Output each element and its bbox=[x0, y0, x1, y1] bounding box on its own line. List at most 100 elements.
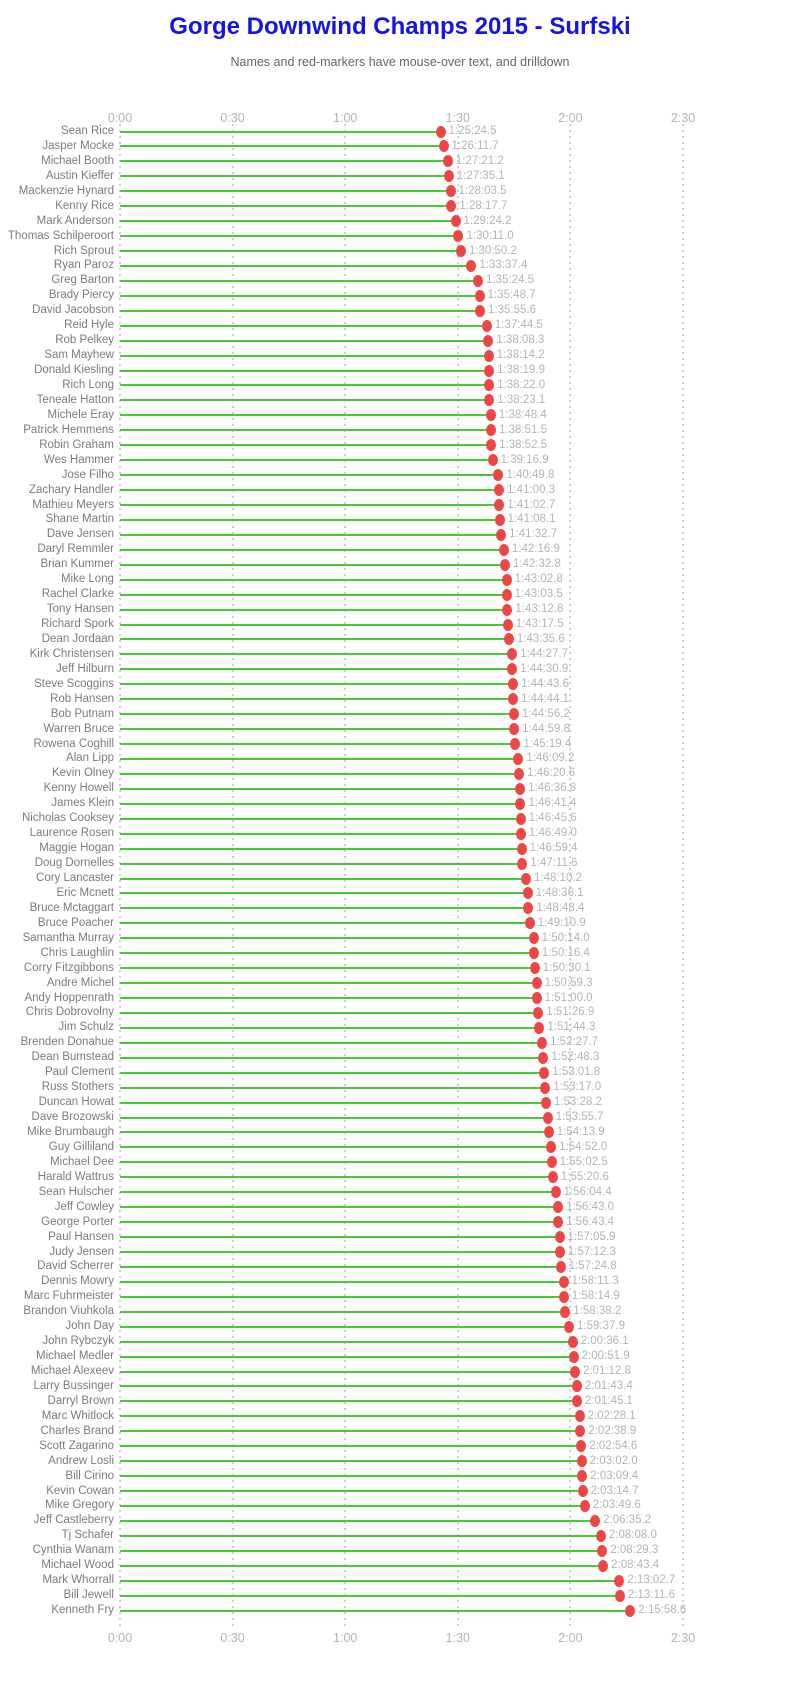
finish-marker[interactable] bbox=[595, 1529, 606, 1542]
competitor-name[interactable]: Kenny Rice bbox=[55, 199, 114, 212]
competitor-name[interactable]: Tj Schafer bbox=[61, 1529, 114, 1542]
competitor-name[interactable]: Brenden Donahue bbox=[20, 1036, 114, 1049]
competitor-name[interactable]: Chris Dobrovolny bbox=[25, 1006, 114, 1019]
competitor-name[interactable]: Jeff Castleberry bbox=[33, 1514, 114, 1527]
competitor-name[interactable]: Guy Gilliland bbox=[48, 1140, 114, 1153]
finish-marker[interactable] bbox=[507, 648, 518, 661]
finish-marker[interactable] bbox=[438, 140, 449, 153]
competitor-name[interactable]: Brady Piercy bbox=[48, 289, 114, 302]
finish-marker[interactable] bbox=[550, 1186, 561, 1199]
competitor-name[interactable]: Tony Hansen bbox=[46, 603, 114, 616]
finish-marker[interactable] bbox=[509, 723, 520, 736]
competitor-name[interactable]: Rowena Coghill bbox=[33, 737, 114, 750]
competitor-name[interactable]: Rich Long bbox=[62, 378, 114, 391]
finish-marker[interactable] bbox=[453, 230, 464, 243]
competitor-name[interactable]: Michael Medler bbox=[36, 1350, 114, 1363]
competitor-name[interactable]: Mathieu Meyers bbox=[32, 498, 114, 511]
competitor-name[interactable]: Brandon Viuhkola bbox=[23, 1305, 114, 1318]
finish-marker[interactable] bbox=[577, 1485, 588, 1498]
competitor-name[interactable]: Harald Wattrus bbox=[37, 1170, 114, 1183]
competitor-name[interactable]: Michele Eray bbox=[47, 408, 114, 421]
finish-marker[interactable] bbox=[590, 1514, 601, 1527]
competitor-name[interactable]: Russ Stothers bbox=[41, 1081, 114, 1094]
finish-marker[interactable] bbox=[517, 857, 528, 870]
competitor-name[interactable]: Thomas Schilperoort bbox=[7, 229, 114, 242]
finish-marker[interactable] bbox=[499, 558, 510, 571]
competitor-name[interactable]: John Rybczyk bbox=[42, 1335, 114, 1348]
competitor-name[interactable]: Eric Mcnett bbox=[56, 886, 114, 899]
competitor-name[interactable]: Dave Jensen bbox=[46, 528, 114, 541]
finish-marker[interactable] bbox=[546, 1156, 557, 1169]
finish-marker[interactable] bbox=[493, 469, 504, 482]
competitor-name[interactable]: Bob Putnam bbox=[50, 707, 114, 720]
finish-marker[interactable] bbox=[486, 439, 497, 452]
competitor-name[interactable]: Dave Brozowski bbox=[31, 1111, 114, 1124]
finish-marker[interactable] bbox=[494, 513, 505, 526]
competitor-name[interactable]: Charles Brand bbox=[40, 1424, 114, 1437]
competitor-name[interactable]: Mark Whorrall bbox=[42, 1574, 114, 1587]
finish-marker[interactable] bbox=[569, 1365, 580, 1378]
finish-marker[interactable] bbox=[515, 782, 526, 795]
competitor-name[interactable]: Rachel Clarke bbox=[41, 588, 114, 601]
finish-marker[interactable] bbox=[543, 1126, 554, 1139]
competitor-name[interactable]: Kenneth Fry bbox=[51, 1604, 114, 1617]
finish-marker[interactable] bbox=[576, 1455, 587, 1468]
finish-marker[interactable] bbox=[522, 887, 533, 900]
finish-marker[interactable] bbox=[485, 409, 496, 422]
finish-marker[interactable] bbox=[475, 304, 486, 317]
finish-marker[interactable] bbox=[435, 125, 446, 138]
competitor-name[interactable]: Marc Whitlock bbox=[41, 1409, 114, 1422]
finish-marker[interactable] bbox=[531, 977, 542, 990]
finish-marker[interactable] bbox=[473, 274, 484, 287]
competitor-name[interactable]: Bill Jewell bbox=[63, 1589, 115, 1602]
finish-marker[interactable] bbox=[524, 917, 535, 930]
competitor-name[interactable]: Corry Fitzgibbons bbox=[23, 961, 114, 974]
competitor-name[interactable]: Donald Kiesling bbox=[34, 364, 114, 377]
finish-marker[interactable] bbox=[537, 1036, 548, 1049]
finish-marker[interactable] bbox=[553, 1201, 564, 1214]
finish-marker[interactable] bbox=[442, 155, 453, 168]
competitor-name[interactable]: Steve Scoggins bbox=[34, 677, 114, 690]
finish-marker[interactable] bbox=[571, 1380, 582, 1393]
finish-marker[interactable] bbox=[560, 1305, 571, 1318]
competitor-name[interactable]: Jim Schulz bbox=[58, 1021, 114, 1034]
finish-marker[interactable] bbox=[515, 827, 526, 840]
competitor-name[interactable]: Mike Long bbox=[60, 573, 114, 586]
competitor-name[interactable]: Kevin Olney bbox=[51, 767, 114, 780]
competitor-name[interactable]: David Jacobson bbox=[32, 304, 114, 317]
finish-marker[interactable] bbox=[576, 1440, 587, 1453]
competitor-name[interactable]: Ryan Paroz bbox=[53, 259, 114, 272]
competitor-name[interactable]: Cory Lancaster bbox=[36, 872, 114, 884]
finish-marker[interactable] bbox=[528, 947, 539, 960]
finish-marker[interactable] bbox=[508, 708, 519, 721]
finish-marker[interactable] bbox=[514, 767, 525, 780]
competitor-name[interactable]: Michael Alexeev bbox=[30, 1365, 114, 1378]
finish-marker[interactable] bbox=[531, 992, 542, 1005]
finish-marker[interactable] bbox=[568, 1350, 579, 1363]
finish-marker[interactable] bbox=[486, 424, 497, 437]
finish-marker[interactable] bbox=[455, 245, 466, 258]
competitor-name[interactable]: Andrew Losli bbox=[48, 1454, 114, 1467]
competitor-name[interactable]: Patrick Hemmens bbox=[23, 423, 114, 436]
finish-marker[interactable] bbox=[546, 1141, 557, 1154]
competitor-name[interactable]: Dean Jordaan bbox=[41, 632, 114, 645]
finish-marker[interactable] bbox=[507, 663, 518, 676]
competitor-name[interactable]: Dennis Mowry bbox=[41, 1275, 114, 1288]
finish-marker[interactable] bbox=[494, 484, 505, 497]
finish-marker[interactable] bbox=[501, 573, 512, 586]
competitor-name[interactable]: Wes Hammer bbox=[43, 453, 114, 466]
finish-marker[interactable] bbox=[598, 1559, 609, 1572]
finish-marker[interactable] bbox=[564, 1320, 575, 1333]
finish-marker[interactable] bbox=[529, 962, 540, 975]
competitor-name[interactable]: Doug Dornelles bbox=[34, 857, 114, 870]
competitor-name[interactable]: Mackenzie Hynard bbox=[18, 184, 114, 197]
competitor-name[interactable]: Rob Hansen bbox=[50, 692, 114, 705]
competitor-name[interactable]: Jeff Cowley bbox=[54, 1200, 114, 1213]
competitor-name[interactable]: Judy Jensen bbox=[49, 1245, 114, 1258]
finish-marker[interactable] bbox=[498, 543, 509, 556]
competitor-name[interactable]: Jose Filho bbox=[61, 468, 114, 481]
competitor-name[interactable]: Samantha Murray bbox=[22, 931, 114, 944]
competitor-name[interactable]: Michael Booth bbox=[41, 154, 114, 167]
competitor-name[interactable]: Paul Clement bbox=[44, 1066, 114, 1079]
competitor-name[interactable]: Alan Lipp bbox=[66, 752, 114, 765]
